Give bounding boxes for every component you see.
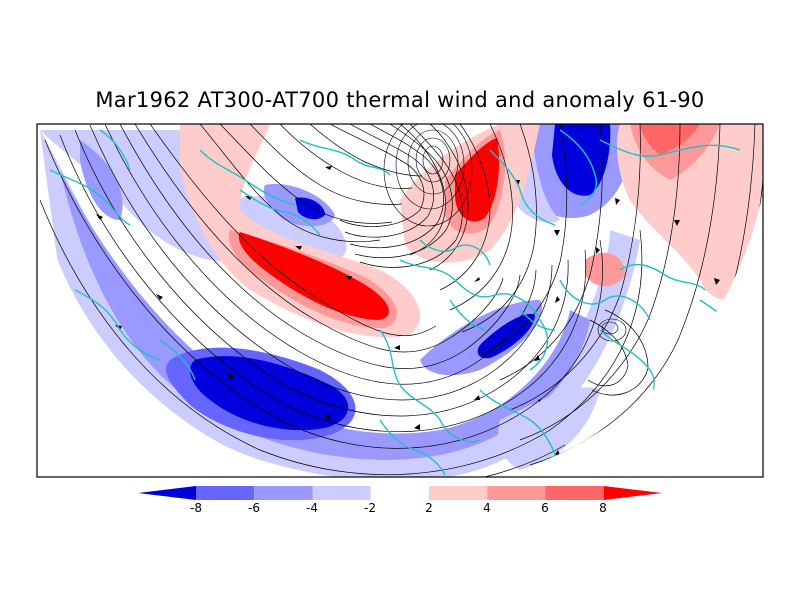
colorbar-segment: [429, 486, 488, 500]
colorbar-segment: [196, 486, 255, 500]
anomaly-region: [455, 138, 500, 222]
colorbar-arrow-low: [138, 486, 196, 500]
map-frame: [36, 123, 764, 478]
colorbar-tick-label: 4: [483, 501, 491, 515]
anomaly-region: [238, 232, 389, 320]
colorbar-tick-label: -4: [306, 501, 318, 515]
anomaly-region: [180, 124, 270, 200]
colorbar-segment: [254, 486, 313, 500]
colorbar-segment: [487, 486, 546, 500]
anomaly-region: [640, 124, 700, 155]
colorbar-arrow-high: [603, 486, 662, 500]
colorbar-tick-label: 6: [541, 501, 549, 515]
colorbar-tick-label: 2: [425, 501, 433, 515]
colorbar-tick-label: 8: [599, 501, 607, 515]
map-title: Mar1962 AT300-AT700 thermal wind and ano…: [95, 88, 705, 112]
anomaly-region: [585, 252, 625, 287]
colorbar-tick-label: -2: [364, 501, 376, 515]
colorbar-tick-label: -6: [248, 501, 260, 515]
anomaly-region: [295, 197, 325, 220]
colorbar-segment: [312, 486, 371, 500]
polar-vortex-streamlines: [383, 124, 627, 342]
colorbar-tick-label: -8: [190, 501, 202, 515]
colorbar-segment: [370, 486, 429, 500]
anomaly-region: [498, 387, 600, 470]
colorbar-segment: [545, 486, 604, 500]
anomaly-region: [80, 140, 123, 220]
